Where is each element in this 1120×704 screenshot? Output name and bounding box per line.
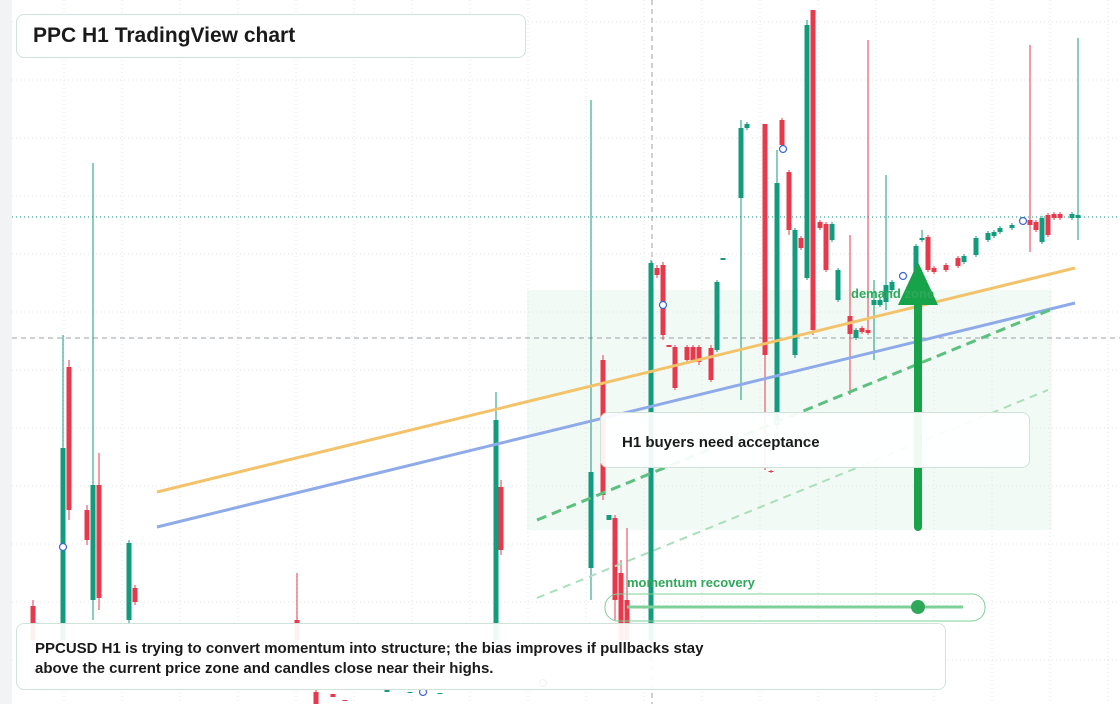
zone-label: demand zone xyxy=(851,286,934,301)
candle-body xyxy=(744,124,750,128)
candle-body xyxy=(973,238,979,255)
candle-body xyxy=(1057,214,1063,218)
candle-body xyxy=(847,316,853,334)
title: PPC H1 TradingView chart xyxy=(33,24,296,47)
candle-body xyxy=(84,510,90,540)
candle-body xyxy=(720,258,726,260)
candle-body xyxy=(823,224,829,270)
candle-body xyxy=(330,694,336,697)
candle-body xyxy=(774,183,780,425)
candle-body xyxy=(925,237,931,270)
candle-body xyxy=(384,690,390,692)
candle-body xyxy=(624,600,630,640)
candle-body xyxy=(684,347,690,360)
candle-body xyxy=(889,282,895,290)
candle-body xyxy=(817,222,823,228)
candle-body xyxy=(696,347,702,362)
candle-body xyxy=(1039,218,1045,242)
candle-body xyxy=(1075,215,1081,218)
candle-body xyxy=(1051,214,1057,218)
candle-body xyxy=(498,487,504,550)
candle-body xyxy=(829,224,835,240)
candle-body xyxy=(1027,220,1033,225)
candle-body xyxy=(96,485,102,598)
candle-body xyxy=(913,246,919,276)
candle-body xyxy=(779,120,785,145)
candle-body xyxy=(738,128,744,198)
candle-body xyxy=(919,238,925,240)
callout: H1 buyers need acceptance xyxy=(622,434,820,451)
candle-body xyxy=(618,573,624,640)
candle-body xyxy=(1033,222,1039,230)
candle-body xyxy=(865,330,871,333)
candle-body xyxy=(985,233,991,240)
support-line-lower xyxy=(536,389,1049,599)
marker xyxy=(1018,216,1028,226)
candle-body xyxy=(126,543,132,620)
candle-body xyxy=(588,472,594,568)
candle-body xyxy=(342,700,348,701)
candle-body xyxy=(654,268,660,275)
arrow-head xyxy=(898,262,938,305)
marker xyxy=(58,542,68,552)
slider-knob[interactable] xyxy=(911,600,925,614)
candle-body xyxy=(1045,215,1051,235)
candle-body xyxy=(762,124,768,355)
marker xyxy=(658,300,668,310)
candle-body xyxy=(991,232,997,236)
marker xyxy=(778,144,788,154)
candle-body xyxy=(66,367,72,510)
candle-body xyxy=(871,300,877,305)
candle-body xyxy=(1009,225,1015,228)
candle-body xyxy=(768,471,774,472)
candle-body xyxy=(883,285,889,302)
demand-zone-area xyxy=(527,290,1052,530)
candle-body xyxy=(810,10,816,330)
title-box: PPC H1 TradingView chart xyxy=(16,14,526,58)
marker xyxy=(898,271,908,281)
slider-track-box xyxy=(604,593,986,622)
left-edge xyxy=(0,0,12,704)
callout-box: H1 buyers need acceptance xyxy=(600,412,1030,468)
candle-body xyxy=(493,420,499,640)
candle-body xyxy=(955,258,961,266)
candle-body xyxy=(798,238,804,248)
caption-box: PPCUSD H1 is trying to convert momentum … xyxy=(16,623,946,690)
candle-body xyxy=(666,345,672,347)
candle-body xyxy=(606,515,612,520)
candle-body xyxy=(714,282,720,350)
candle-body xyxy=(437,693,443,694)
candle-body xyxy=(835,270,841,300)
candle-body xyxy=(672,347,678,388)
candle-body xyxy=(132,588,138,602)
candle-body xyxy=(853,330,859,338)
candle-body xyxy=(859,328,865,332)
candle-body xyxy=(997,228,1003,232)
candle-body xyxy=(804,25,810,278)
candle-body xyxy=(931,268,937,272)
candle-body xyxy=(792,230,798,355)
candle-body xyxy=(612,518,618,600)
candle-body xyxy=(877,300,883,305)
candle-body xyxy=(313,692,319,704)
candle-body xyxy=(786,172,792,230)
candle-body xyxy=(407,692,413,693)
slider-label: momentum recovery xyxy=(627,575,756,590)
candle-body xyxy=(943,265,949,270)
candle-body xyxy=(690,347,696,360)
caption: PPCUSD H1 is trying to convert momentum … xyxy=(35,640,704,677)
candle-body xyxy=(708,348,714,380)
candle-body xyxy=(90,485,96,600)
candle-body xyxy=(1069,214,1075,218)
candle-body xyxy=(660,265,666,335)
candle-body xyxy=(961,256,967,262)
